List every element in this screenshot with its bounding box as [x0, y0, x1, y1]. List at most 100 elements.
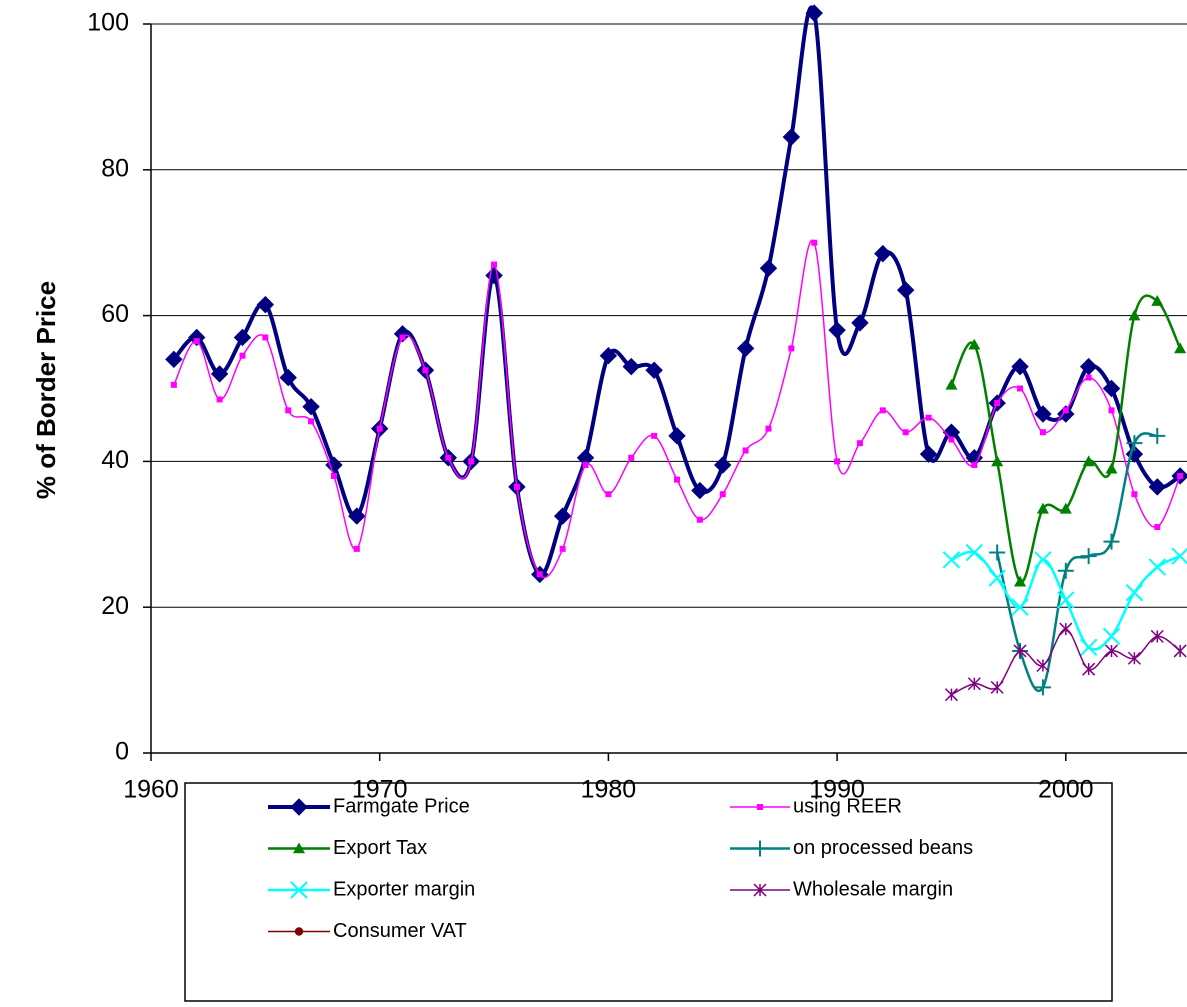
- marker: [239, 352, 246, 359]
- marker: [696, 516, 703, 523]
- marker: [193, 338, 200, 345]
- marker: [1013, 644, 1027, 658]
- series: [165, 4, 1187, 584]
- marker: [674, 476, 681, 483]
- legend: [184, 782, 1113, 1002]
- marker: [279, 368, 297, 387]
- marker: [165, 350, 183, 369]
- legend-label: Export Tax: [333, 837, 427, 859]
- marker: [1059, 502, 1072, 514]
- x-tick-label: 2000: [1038, 776, 1094, 804]
- x-tick-label: 1980: [581, 776, 637, 804]
- y-tick-label: 80: [101, 154, 129, 182]
- marker: [485, 266, 503, 285]
- marker: [1148, 478, 1166, 496]
- x-tick-label: 1990: [809, 776, 865, 804]
- marker: [752, 840, 768, 857]
- marker: [290, 798, 308, 816]
- marker: [1128, 309, 1141, 321]
- marker: [1062, 407, 1069, 414]
- marker: [788, 345, 795, 352]
- marker: [1017, 385, 1024, 392]
- marker: [599, 346, 618, 365]
- y-tick-label: 0: [115, 738, 129, 766]
- marker: [874, 244, 892, 263]
- series: [945, 294, 1187, 587]
- marker: [811, 239, 818, 246]
- marker: [513, 483, 520, 490]
- legend-label: Exporter margin: [333, 878, 475, 900]
- marker: [919, 445, 938, 463]
- marker: [622, 357, 640, 376]
- marker: [651, 432, 658, 439]
- marker: [559, 545, 566, 552]
- marker: [290, 881, 308, 899]
- marker: [765, 425, 772, 432]
- marker: [348, 507, 366, 525]
- marker: [948, 436, 955, 443]
- legend-label: Wholesale margin: [793, 878, 953, 900]
- marker: [856, 440, 863, 447]
- plot-area: [165, 4, 1187, 702]
- marker: [628, 454, 635, 461]
- marker: [668, 427, 686, 445]
- marker: [944, 688, 958, 702]
- marker: [1150, 629, 1164, 643]
- series-line: [951, 628, 1181, 696]
- marker: [714, 456, 732, 474]
- marker: [294, 927, 304, 936]
- marker: [1104, 644, 1119, 658]
- marker: [1079, 638, 1098, 657]
- marker: [988, 569, 1006, 587]
- series: [942, 543, 1187, 657]
- marker: [902, 429, 909, 436]
- legend-label: Farmgate Price: [333, 795, 470, 817]
- marker: [1173, 644, 1187, 658]
- marker: [1080, 548, 1097, 565]
- marker: [233, 328, 252, 347]
- marker: [1125, 583, 1144, 602]
- marker: [536, 571, 543, 578]
- marker: [1057, 591, 1075, 609]
- marker: [188, 328, 206, 347]
- marker: [994, 400, 1001, 407]
- marker: [1036, 502, 1049, 514]
- series: [170, 239, 1184, 579]
- series-line: [172, 5, 1182, 577]
- y-tick-label: 40: [101, 446, 129, 474]
- x-tick-label: 1960: [123, 776, 179, 804]
- marker: [691, 481, 709, 500]
- marker: [805, 4, 823, 22]
- marker: [285, 407, 292, 414]
- marker: [1149, 427, 1166, 444]
- y-axis-label: % of Border Price: [31, 281, 61, 499]
- marker: [1102, 379, 1121, 398]
- marker: [645, 361, 663, 379]
- marker: [1011, 357, 1029, 376]
- marker: [1105, 462, 1118, 474]
- marker: [216, 396, 223, 403]
- marker: [942, 551, 961, 569]
- marker: [1034, 405, 1052, 423]
- marker: [1036, 658, 1050, 673]
- marker: [553, 507, 572, 525]
- marker: [353, 545, 360, 552]
- marker: [1131, 491, 1138, 498]
- marker: [468, 458, 475, 465]
- marker: [330, 472, 337, 479]
- y-tick-label: 100: [87, 9, 129, 37]
- marker: [1059, 622, 1073, 636]
- marker: [170, 381, 177, 388]
- legend-label: on processed beans: [793, 837, 973, 859]
- marker: [210, 365, 229, 383]
- marker: [991, 455, 1004, 467]
- marker: [719, 491, 726, 498]
- x-tick-label: 1970: [352, 776, 408, 804]
- y-tick-label: 60: [101, 300, 129, 328]
- marker: [1082, 662, 1096, 676]
- marker: [1103, 533, 1120, 550]
- marker: [1108, 407, 1115, 414]
- marker: [742, 447, 749, 454]
